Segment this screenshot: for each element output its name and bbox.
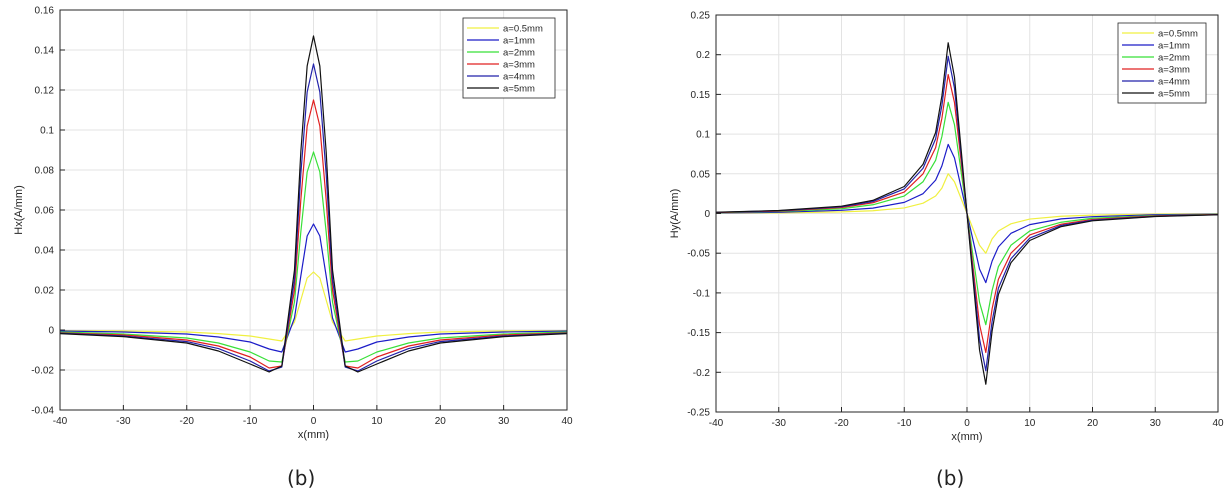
y-tick-label: 0.25 (691, 11, 711, 22)
x-tick-label: 10 (371, 416, 383, 427)
legend-label-5: a=5mm (1158, 89, 1190, 100)
y-tick-label: -0.25 (687, 408, 710, 419)
x-axis-label: x(mm) (298, 429, 329, 441)
legend-label-2: a=2mm (1158, 53, 1190, 64)
chart-hx: -40 -30 -20 -10 0 10 20 30 40 -0.04 -0.02 0 0.02 0.04… (13, 6, 573, 442)
series-line-2 (59, 151, 568, 363)
y-tick-label: 0.04 (35, 246, 55, 257)
y-tick-label: -0.04 (31, 406, 54, 417)
y-tick-label: 0.16 (35, 6, 55, 17)
y-tick-label: 0 (704, 209, 710, 220)
y-axis-label: Hx(A/mm) (13, 185, 25, 235)
y-tick-label: 0.06 (35, 206, 55, 217)
x-tick-label: -40 (709, 418, 724, 429)
y-tick-label: 0.02 (35, 286, 55, 297)
x-tick-label: -30 (772, 418, 787, 429)
y-axis-label: Hy(A/mm) (669, 189, 681, 239)
legend-box (462, 17, 556, 99)
y-tick-label: 0.14 (35, 46, 55, 57)
x-tick-label: 0 (311, 416, 317, 427)
caption-right: (b) (936, 466, 965, 490)
x-tick-label: -40 (53, 416, 68, 427)
y-tick-label: -0.2 (693, 368, 711, 379)
y-tick-label: -0.1 (693, 288, 711, 299)
series-line-3 (59, 99, 568, 369)
series-line-5 (715, 42, 1219, 385)
x-tick-label: 20 (435, 416, 447, 427)
y-tick-label: 0.12 (35, 86, 55, 97)
x-axis-label: x(mm) (951, 431, 982, 443)
legend-label-0: a=0.5mm (503, 24, 543, 35)
y-tick-label: 0.08 (35, 166, 55, 177)
x-tick-label: -10 (897, 418, 912, 429)
series-line-4 (59, 63, 568, 372)
y-tick-label: -0.05 (687, 249, 710, 260)
legend-label-0: a=0.5mm (1158, 29, 1198, 40)
series-line-0 (59, 271, 568, 342)
legend-label-3: a=3mm (503, 60, 535, 71)
legend-label-2: a=2mm (503, 48, 535, 59)
series-line-5 (59, 35, 568, 373)
x-tick-label: 10 (1024, 418, 1036, 429)
y-tick-label: 0 (48, 326, 54, 337)
x-tick-label: 20 (1087, 418, 1099, 429)
y-tick-label: 0.15 (691, 90, 711, 101)
y-tick-label: 0.2 (696, 50, 710, 61)
series-line-1 (59, 223, 568, 353)
x-tick-label: 40 (561, 416, 573, 427)
legend-label-4: a=4mm (1158, 77, 1190, 88)
y-tick-label: 0.1 (40, 126, 54, 137)
x-tick-label: 40 (1212, 418, 1224, 429)
x-tick-label: -30 (116, 416, 131, 427)
y-tick-label: -0.02 (31, 366, 54, 377)
x-tick-label: 30 (498, 416, 510, 427)
legend-box (1117, 22, 1207, 104)
x-tick-label: -20 (834, 418, 849, 429)
y-tick-label: 0.05 (691, 169, 711, 180)
caption-left: (b) (287, 466, 316, 490)
x-tick-label: 30 (1150, 418, 1162, 429)
legend-label-3: a=3mm (1158, 65, 1190, 76)
x-tick-label: -10 (243, 416, 258, 427)
legend-label-1: a=1mm (1158, 41, 1190, 52)
chart-hy: -40 -30 -20 -10 0 10 20 30 40 -0.25 -0.2 -0.15 -0.1 -… (669, 11, 1224, 444)
x-tick-label: -20 (180, 416, 195, 427)
legend-label-4: a=4mm (503, 72, 535, 83)
legend-label-1: a=1mm (503, 36, 535, 47)
y-tick-label: 0.1 (696, 130, 710, 141)
y-tick-label: -0.15 (687, 328, 710, 339)
x-tick-label: 0 (964, 418, 970, 429)
legend-label-5: a=5mm (503, 84, 535, 95)
